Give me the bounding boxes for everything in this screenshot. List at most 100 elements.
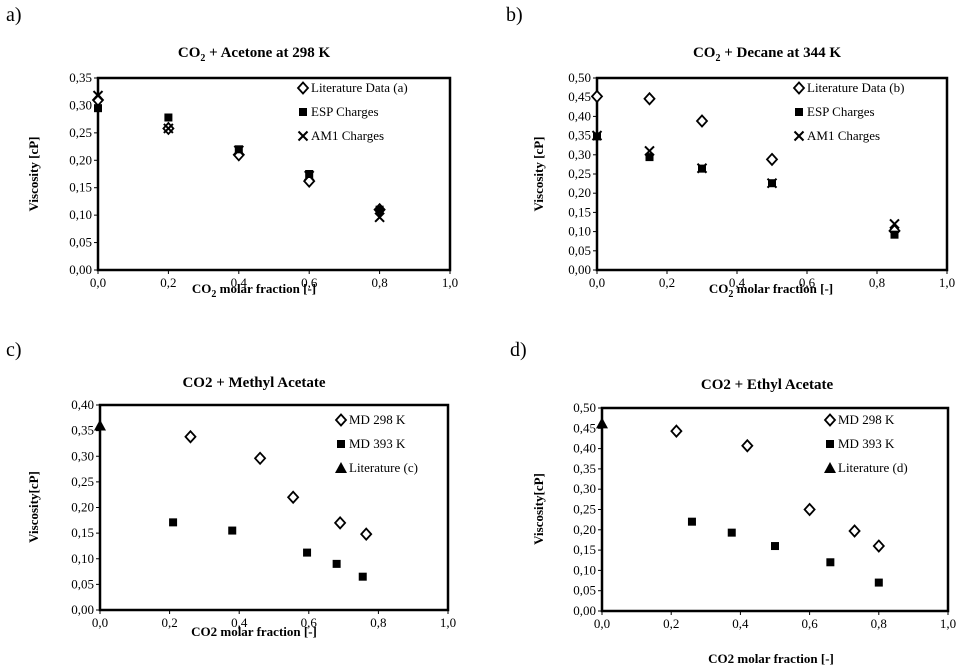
x-tick-label: 0,4 (231, 615, 248, 630)
data-point-x (303, 170, 315, 181)
data-point-x-stroke (696, 163, 708, 174)
legend-marker-x (297, 130, 309, 142)
x-tick-label: 0,6 (801, 616, 818, 631)
x-tick-label: 0,4 (732, 616, 749, 631)
chart-title-part: + Acetone at 298 K (205, 45, 330, 61)
x-tick-label: 0,8 (869, 275, 885, 290)
plot-frame (595, 76, 949, 272)
x-axis-title: CO2 molar fraction [-] (191, 624, 317, 639)
x-tick-label: 0,0 (92, 615, 108, 630)
x-tick-label: 0,6 (301, 615, 318, 630)
y-tick-label: 0,15 (71, 525, 94, 540)
chart-title-part: CO2 + Methyl Acetate (182, 375, 325, 391)
y-axis-title: Viscosity [cP] (531, 137, 546, 212)
data-point-square (890, 230, 899, 239)
data-point-x (374, 212, 385, 223)
chart-panel-c: c) CO2 + Methyl Acetate 0,00 0,05 0,10 0,15 0,… (6, 339, 456, 639)
data-point-diamond (253, 451, 267, 466)
data-point-square (305, 170, 314, 178)
data-point-diamond (848, 524, 861, 538)
legend-label: Literature (c) (349, 460, 418, 475)
y-tick-label: 0,40 (568, 108, 591, 123)
x-axis-title-subscript: 2 (211, 289, 216, 300)
legend-marker-square (337, 440, 345, 448)
data-point-diamond (765, 152, 779, 167)
data-point-diamond (590, 89, 604, 104)
legend-label: MD 298 K (838, 412, 895, 427)
data-point-diamond (360, 527, 373, 541)
legend-label: MD 393 K (349, 436, 406, 451)
data-point-x (233, 145, 245, 156)
legend: Literature Data (b) ESP Charges AM1 Charge… (792, 80, 904, 143)
data-point-square (874, 578, 883, 587)
data-point-square (645, 153, 654, 162)
legend-marker-square (826, 440, 834, 448)
y-tick-label: 0,30 (69, 97, 92, 112)
y-tick-label: 0,25 (568, 166, 591, 181)
y-tick-label: 0,05 (573, 583, 596, 598)
legend-marker-diamond (792, 81, 806, 95)
y-tick-label: 0,25 (69, 125, 92, 140)
y-tick-label: 0,15 (69, 180, 92, 195)
x-tick-label: 0,2 (161, 615, 177, 630)
x-tick-label: 0,6 (301, 275, 318, 290)
x-axis-title-part: CO (709, 281, 729, 296)
panel-label: a) (6, 4, 22, 26)
chart-title-subscript: 2 (715, 53, 720, 64)
legend-label: AM1 Charges (311, 128, 384, 143)
y-tick-label: 0,20 (69, 152, 92, 167)
y-tick-label: 0,00 (69, 262, 92, 277)
data-point-square (332, 559, 341, 568)
y-tick-label: 0,10 (568, 224, 591, 239)
data-point-x-stroke (374, 212, 385, 223)
y-tick-label: 0,10 (71, 551, 94, 566)
y-tick-label: 0,50 (568, 70, 591, 85)
data-point-diamond (872, 539, 886, 553)
chart-title-part: CO (693, 45, 716, 61)
data-point-x (591, 130, 603, 141)
chart-title-part: CO2 + Ethyl Acetate (701, 377, 834, 393)
data-point-x (644, 145, 655, 157)
x-tick-label: 0,4 (729, 275, 746, 290)
legend-label: Literature Data (b) (807, 80, 904, 95)
data-point-triangle (94, 419, 106, 431)
legend-label: ESP Charges (807, 104, 875, 119)
y-tick-label: 0,00 (568, 262, 591, 277)
data-point-square (375, 205, 384, 214)
y-tick-label: 0,20 (573, 522, 596, 537)
chart-title: CO2 + Ethyl Acetate (701, 377, 834, 393)
y-tick-label: 0,20 (71, 500, 94, 515)
legend-label: ESP Charges (311, 104, 379, 119)
chart-panel-d: d) CO2 + Ethyl Acetate 0,00 0,05 0,10 0,15 0,2… (510, 339, 956, 666)
legend-label: AM1 Charges (807, 128, 880, 143)
y-tick-label: 0,30 (573, 481, 596, 496)
x-tick-label: 0,2 (659, 275, 675, 290)
plot-frame (600, 406, 950, 613)
y-tick-label: 0,30 (568, 147, 591, 162)
x-axis-title-subscript: 2 (728, 289, 733, 300)
panel-label: b) (506, 4, 523, 26)
data-point-triangle (596, 417, 608, 429)
panel-label: d) (510, 339, 527, 361)
data-point-x (766, 178, 778, 189)
x-axis-title-part: molar fraction [-] (733, 281, 833, 296)
series-square (687, 517, 883, 587)
chart-title-subscript: 2 (200, 53, 205, 64)
x-tick-label: 0,0 (589, 275, 605, 290)
y-tick-label: 0,25 (573, 502, 596, 517)
data-point-diamond (695, 114, 709, 128)
y-tick-label: 0,40 (71, 397, 94, 412)
legend-label: MD 298 K (349, 412, 406, 427)
y-tick-label: 0,40 (573, 441, 596, 456)
y-tick-label: 0,35 (568, 128, 591, 143)
chart-title-part: + Decane at 344 K (720, 45, 841, 61)
data-point-square (303, 548, 312, 557)
x-tick-label: 1,0 (440, 615, 456, 630)
x-tick-label: 0,8 (371, 275, 387, 290)
legend-label: MD 393 K (838, 436, 895, 451)
data-point-square (228, 526, 237, 535)
x-axis-title: CO2 molar fraction [-] (192, 281, 316, 300)
series-diamond (670, 424, 886, 553)
data-point-x (889, 218, 900, 230)
